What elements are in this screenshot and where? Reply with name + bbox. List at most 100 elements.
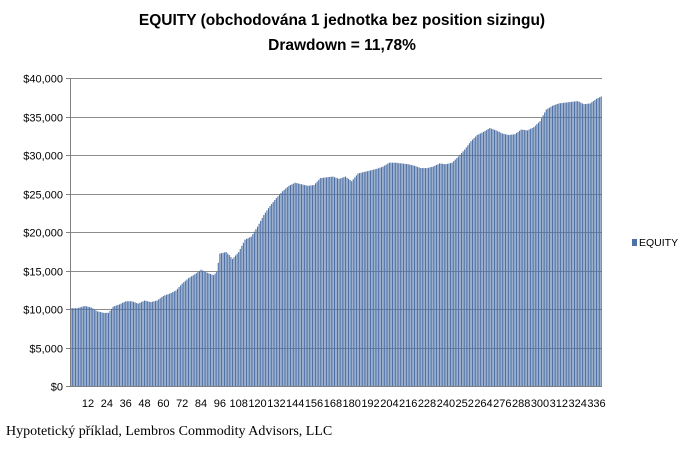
equity-bar xyxy=(391,162,394,386)
equity-bar xyxy=(271,203,273,386)
equity-bar xyxy=(409,164,411,387)
equity-bar xyxy=(439,163,441,386)
y-tick-label: $5,000 xyxy=(29,344,63,356)
equity-bar xyxy=(351,181,353,386)
equity-bar xyxy=(245,238,248,386)
equity-bar xyxy=(209,273,212,386)
equity-bar xyxy=(374,169,376,386)
equity-bar xyxy=(206,272,208,386)
equity-bar xyxy=(561,103,563,386)
equity-bar xyxy=(236,253,238,386)
equity-bar xyxy=(220,253,222,386)
equity-bar xyxy=(567,102,569,386)
equity-bar xyxy=(509,134,511,386)
equity-bar xyxy=(437,164,439,386)
equity-bar xyxy=(310,185,312,386)
equity-bar xyxy=(498,131,500,386)
equity-bar xyxy=(87,306,89,386)
equity-bar xyxy=(511,134,513,386)
equity-bar xyxy=(324,177,326,386)
equity-bar xyxy=(176,288,179,386)
equity-bar xyxy=(73,308,75,386)
equity-bar xyxy=(230,257,232,386)
equity-bar xyxy=(288,185,290,386)
equity-bar xyxy=(253,231,255,386)
equity-bar xyxy=(369,170,372,386)
equity-bar xyxy=(71,308,73,386)
equity-bar xyxy=(558,103,560,386)
equity-bar xyxy=(159,298,161,386)
equity-bar xyxy=(363,171,365,386)
equity-bar xyxy=(194,274,196,386)
equity-bar xyxy=(515,133,518,386)
equity-bar xyxy=(504,134,507,386)
equity-bar xyxy=(258,223,260,386)
equity-bar xyxy=(413,165,416,386)
equity-bar xyxy=(398,163,400,386)
equity-bar xyxy=(189,277,191,386)
equity-bar xyxy=(261,217,263,386)
equity-bar xyxy=(326,177,328,386)
legend-label: EQUITY xyxy=(639,237,678,249)
equity-bar xyxy=(114,306,116,386)
equity-bar xyxy=(291,184,293,386)
equity-bar xyxy=(92,308,94,386)
equity-bar xyxy=(486,129,488,386)
equity-bar xyxy=(180,285,182,386)
equity-bar xyxy=(552,105,554,386)
equity-bar xyxy=(198,270,201,386)
equity-bar xyxy=(191,276,193,386)
equity-bar xyxy=(140,302,142,386)
equity-bar xyxy=(101,312,103,386)
equity-bar xyxy=(562,102,565,386)
equity-bar xyxy=(445,164,447,386)
equity-bar xyxy=(337,178,339,386)
equity-bar xyxy=(500,132,502,386)
equity-bar xyxy=(167,294,169,386)
equity-bar xyxy=(592,101,594,386)
equity-bar xyxy=(340,178,342,386)
equity-bar xyxy=(139,302,141,386)
x-tick-label: 132 xyxy=(267,398,285,410)
equity-bar xyxy=(122,302,124,386)
equity-bar xyxy=(219,253,221,386)
equity-bar xyxy=(106,312,108,386)
equity-bar xyxy=(227,253,229,386)
equity-bar xyxy=(264,212,266,386)
equity-bar xyxy=(591,102,593,386)
equity-bar xyxy=(112,306,114,386)
equity-bar xyxy=(184,280,186,386)
x-tick-label: 60 xyxy=(157,398,169,410)
legend-swatch xyxy=(632,239,637,246)
equity-bar xyxy=(272,201,274,386)
equity-bar xyxy=(307,185,309,386)
x-tick-label: 312 xyxy=(550,398,568,410)
equity-bar xyxy=(530,128,532,386)
equity-bar xyxy=(134,302,136,386)
equity-bar xyxy=(471,139,474,386)
x-tick-label: 204 xyxy=(380,398,398,410)
equity-bar xyxy=(368,170,370,386)
equity-bar xyxy=(247,238,249,386)
equity-bar xyxy=(534,125,536,387)
equity-bar xyxy=(175,290,177,386)
equity-bar xyxy=(333,177,335,386)
equity-bar xyxy=(148,301,150,386)
equity-bar xyxy=(539,121,541,387)
equity-bar xyxy=(338,178,340,386)
equity-bar xyxy=(267,208,270,386)
equity-bar xyxy=(335,177,337,386)
x-tick-label: 324 xyxy=(569,398,587,410)
equity-bar xyxy=(79,307,81,386)
equity-bar xyxy=(517,131,519,386)
equity-bar xyxy=(406,164,408,386)
equity-bar xyxy=(412,165,414,386)
equity-bar xyxy=(490,128,492,386)
equity-bar xyxy=(470,141,472,386)
equity-bar xyxy=(327,177,329,386)
y-tick-label: $10,000 xyxy=(23,305,63,317)
equity-bar xyxy=(450,163,452,386)
equity-bar xyxy=(172,292,174,386)
equity-bar xyxy=(487,129,489,386)
equity-bar xyxy=(260,220,262,386)
